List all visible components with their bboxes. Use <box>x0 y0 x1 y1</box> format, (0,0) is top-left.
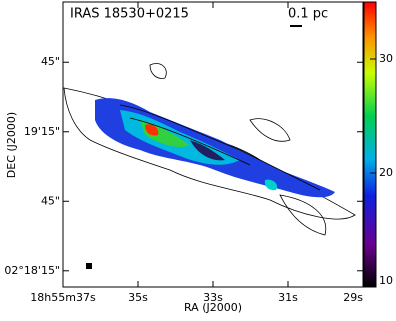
colorbar-tick-label: 30 <box>379 52 393 65</box>
contour <box>149 63 327 236</box>
y-tick-label: 02°18'15" <box>4 264 60 277</box>
y-tick-label: 45" <box>41 55 60 68</box>
emission <box>264 179 278 191</box>
y-tick-label: 19'15" <box>24 125 60 138</box>
beam <box>86 263 92 269</box>
contour <box>119 104 321 191</box>
scale-label: 0.1 pc <box>288 7 328 22</box>
y-axis-label: DEC (J2000) <box>5 112 18 178</box>
x-tick-label: 35s <box>128 291 148 304</box>
title: IRAS 18530+0215 <box>70 7 189 22</box>
x-tick-label: 31s <box>278 291 298 304</box>
colorbar-tick-label: 10 <box>379 274 393 287</box>
x-tick-label: 33s <box>203 291 223 304</box>
emission <box>145 124 159 136</box>
x-tick-label: 18h55m37s <box>30 291 96 304</box>
image <box>63 63 356 236</box>
colorbar-tick-label: 20 <box>379 166 393 179</box>
emission <box>190 140 225 161</box>
x-axis-label: RA (J2000) <box>184 301 242 314</box>
colorbar <box>363 1 377 288</box>
x-tick-label: 29s <box>343 291 363 304</box>
y-tick-label: 45" <box>41 194 60 207</box>
